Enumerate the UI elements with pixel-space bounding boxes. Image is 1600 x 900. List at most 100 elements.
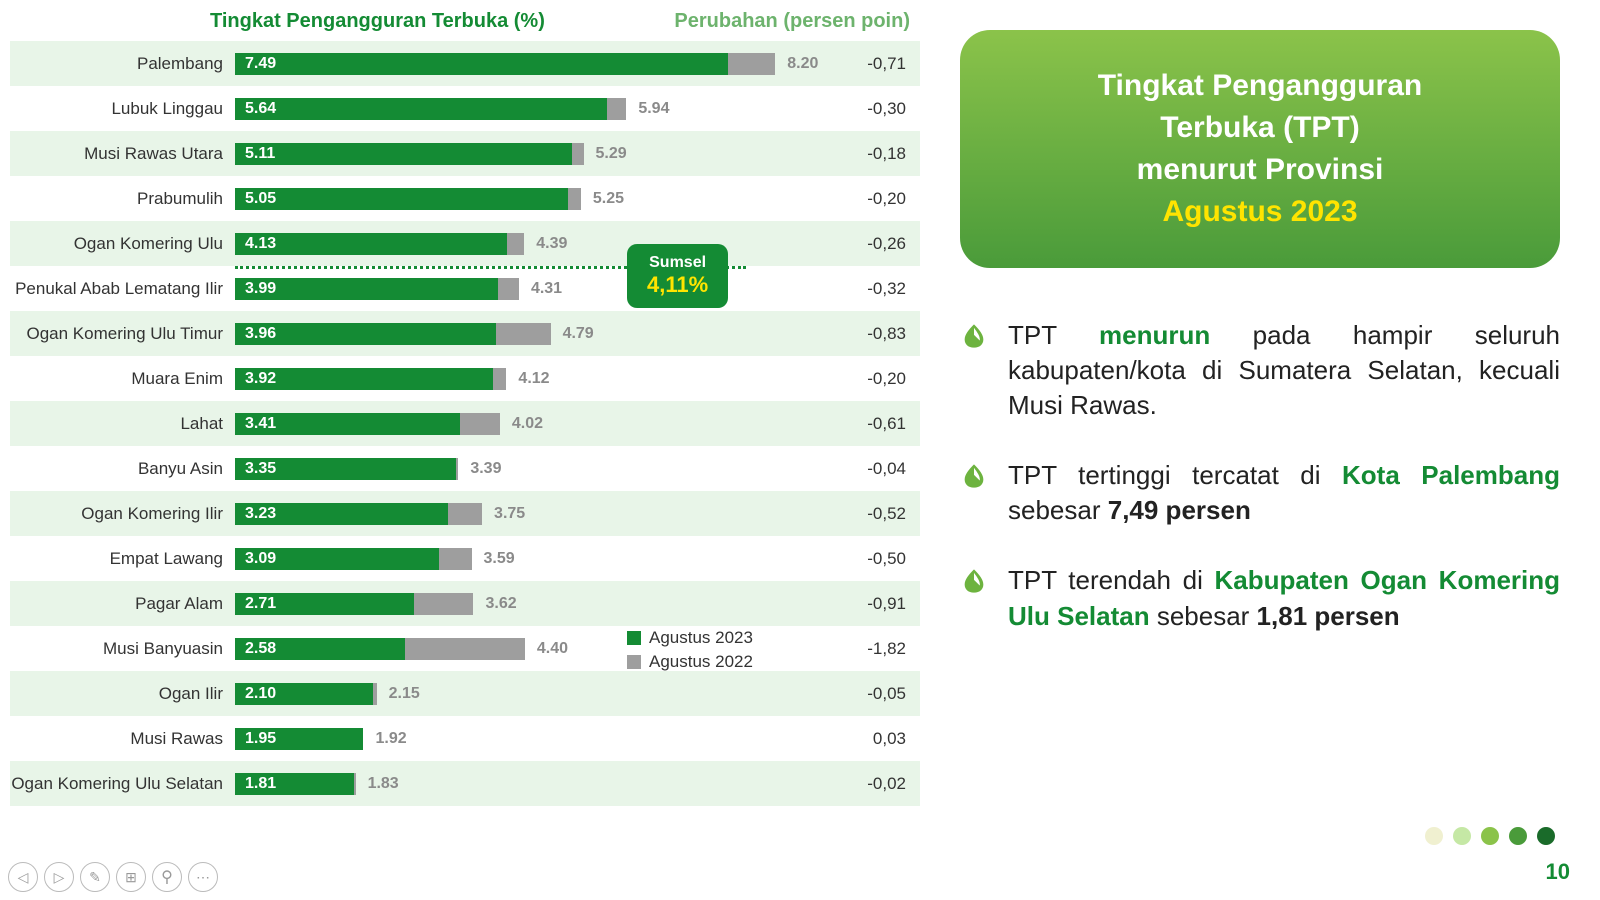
row-bars: 3.23 3.75 — [235, 491, 850, 536]
bar-2023: 5.05 — [235, 188, 568, 210]
row-change: -0,02 — [850, 774, 920, 794]
chart-row: Ogan Komering Ulu Timur3.964.79-0,83 — [10, 311, 920, 356]
chart-panel: Tingkat Pengangguran Terbuka (%) Perubah… — [0, 0, 930, 900]
row-bars: 3.41 4.02 — [235, 401, 850, 446]
leaf-icon — [960, 322, 990, 423]
bar-2023: 5.64 — [235, 98, 607, 120]
row-change: -0,50 — [850, 549, 920, 569]
row-label: Empat Lawang — [10, 549, 235, 569]
badge-value: 4,11% — [647, 272, 708, 298]
bar-2023: 3.96 — [235, 323, 496, 345]
bar-2023: 7.49 — [235, 53, 728, 75]
pen-button[interactable]: ✎ — [80, 862, 110, 892]
row-change: -0,18 — [850, 144, 920, 164]
bar-2023: 2.58 — [235, 638, 405, 660]
bullet-item: TPT menurun pada hampir seluruh kabupate… — [960, 318, 1560, 423]
chart-row: Lubuk Linggau5.64 5.94 -0,30 — [10, 86, 920, 131]
info-panel: Tingkat Pengangguran Terbuka (TPT) menur… — [930, 0, 1600, 900]
row-label: Musi Banyuasin — [10, 639, 235, 659]
row-bars: 4.134.39 — [235, 221, 850, 266]
row-change: -0,26 — [850, 234, 920, 254]
bullet-list: TPT menurun pada hampir seluruh kabupate… — [960, 318, 1560, 634]
row-bars: 5.055.25 — [235, 176, 850, 221]
dot — [1509, 827, 1527, 845]
row-change: -0,30 — [850, 99, 920, 119]
value-2022: 4.02 — [512, 415, 543, 433]
row-bars: 1.951.92 — [235, 716, 850, 761]
row-change: -0,91 — [850, 594, 920, 614]
slide: Tingkat Pengangguran Terbuka (%) Perubah… — [0, 0, 1600, 900]
row-change: -0,20 — [850, 369, 920, 389]
legend-swatch — [627, 631, 641, 645]
chart-row: Muara Enim3.924.12-0,20 — [10, 356, 920, 401]
row-bars: 7.49 8.20 — [235, 41, 850, 86]
next-button[interactable]: ▷ — [44, 862, 74, 892]
zoom-button[interactable]: ⚲ — [152, 862, 182, 892]
row-label: Ogan Komering Ulu — [10, 234, 235, 254]
row-change: -0,52 — [850, 504, 920, 524]
row-change: -0,61 — [850, 414, 920, 434]
bar-2023: 2.10 — [235, 683, 373, 705]
legend-label: Agustus 2023 — [649, 628, 753, 648]
dot — [1425, 827, 1443, 845]
bar-2023: 3.23 — [235, 503, 448, 525]
row-bars: 5.64 5.94 — [235, 86, 850, 131]
row-label: Muara Enim — [10, 369, 235, 389]
row-change: -1,82 — [850, 639, 920, 659]
row-bars: 3.353.39 — [235, 446, 850, 491]
row-label: Lubuk Linggau — [10, 99, 235, 119]
chart-row: Empat Lawang3.09 3.59 -0,50 — [10, 536, 920, 581]
row-change: 0,03 — [850, 729, 920, 749]
dot — [1537, 827, 1555, 845]
row-bars: 3.09 3.59 — [235, 536, 850, 581]
leaf-icon — [960, 462, 990, 528]
dot — [1453, 827, 1471, 845]
prev-button[interactable]: ◁ — [8, 862, 38, 892]
header-left: Tingkat Pengangguran Terbuka (%) — [210, 10, 545, 33]
row-label: Musi Rawas — [10, 729, 235, 749]
value-2022: 3.59 — [484, 550, 515, 568]
bar-2023: 3.41 — [235, 413, 460, 435]
bar-2023: 3.09 — [235, 548, 439, 570]
row-label: Ogan Komering Ilir — [10, 504, 235, 524]
title-box: Tingkat Pengangguran Terbuka (TPT) menur… — [960, 30, 1560, 268]
dot — [1481, 827, 1499, 845]
legend-item: Agustus 2022 — [627, 652, 753, 672]
value-2022: 4.40 — [537, 640, 568, 658]
row-change: -0,71 — [850, 54, 920, 74]
row-bars: 5.115.29 — [235, 131, 850, 176]
chart-row: Ogan Komering Ulu4.134.39-0,26 — [10, 221, 920, 266]
row-label: Penukal Abab Lematang Ilir — [10, 279, 235, 299]
row-bars: 2.10 2.15 — [235, 671, 850, 716]
value-2022: 5.29 — [596, 145, 627, 163]
row-change: -0,05 — [850, 684, 920, 704]
chart-row: Prabumulih5.055.25-0,20 — [10, 176, 920, 221]
row-label: Musi Rawas Utara — [10, 144, 235, 164]
title-date: Agustus 2023 — [990, 191, 1530, 233]
bullet-text: TPT terendah di Kabupaten Ogan Komering … — [1008, 563, 1560, 633]
row-label: Ogan Ilir — [10, 684, 235, 704]
value-2022: 5.94 — [638, 100, 669, 118]
badge-label: Sumsel — [647, 254, 708, 272]
chart-row: Penukal Abab Lematang Ilir3.994.31-0,32 — [10, 266, 920, 311]
bar-2023: 2.71 — [235, 593, 414, 615]
value-2022: 3.62 — [485, 595, 516, 613]
row-label: Pagar Alam — [10, 594, 235, 614]
row-bars: 3.994.31 — [235, 266, 850, 311]
chart-headers: Tingkat Pengangguran Terbuka (%) Perubah… — [10, 10, 920, 33]
chart-row: Palembang7.498.20-0,71 — [10, 41, 920, 86]
row-bars: 3.964.79 — [235, 311, 850, 356]
bar-2023: 4.13 — [235, 233, 507, 255]
slides-button[interactable]: ⊞ — [116, 862, 146, 892]
chart-legend: Agustus 2023 Agustus 2022 — [627, 628, 753, 676]
more-button[interactable]: ⋯ — [188, 862, 218, 892]
value-2022: 3.39 — [470, 460, 501, 478]
bar-chart: Palembang7.498.20-0,71Lubuk Linggau5.645… — [10, 41, 920, 806]
bullet-text: TPT tertinggi tercatat di Kota Palembang… — [1008, 458, 1560, 528]
value-2022: 2.15 — [389, 685, 420, 703]
row-label: Banyu Asin — [10, 459, 235, 479]
page-number: 10 — [1546, 859, 1570, 885]
value-2022: 8.20 — [787, 55, 818, 73]
value-2022: 3.75 — [494, 505, 525, 523]
legend-swatch — [627, 655, 641, 669]
